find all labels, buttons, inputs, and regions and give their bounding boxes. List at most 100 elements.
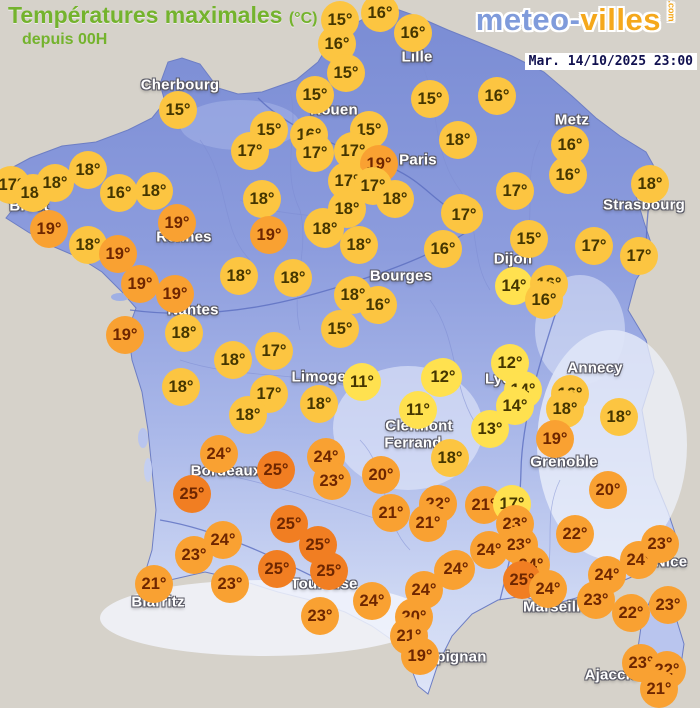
temp-bubble: 17° bbox=[231, 132, 269, 170]
temp-bubble: 15° bbox=[159, 91, 197, 129]
temp-bubble: 22° bbox=[556, 515, 594, 553]
timestamp-badge: Mar. 14/10/2025 23:00 bbox=[524, 53, 697, 70]
logo-tld: .com bbox=[666, 0, 677, 22]
temp-bubble: 18° bbox=[631, 165, 669, 203]
temp-bubble: 25° bbox=[310, 552, 348, 590]
temp-bubble: 18° bbox=[214, 341, 252, 379]
temp-bubble: 18° bbox=[229, 396, 267, 434]
temp-bubble: 18° bbox=[69, 226, 107, 264]
temp-bubble: 19° bbox=[106, 316, 144, 354]
temp-bubble: 20° bbox=[362, 456, 400, 494]
temp-bubble: 16° bbox=[100, 174, 138, 212]
temp-bubble: 17° bbox=[496, 172, 534, 210]
temp-bubble: 18° bbox=[431, 439, 469, 477]
temp-bubble: 16° bbox=[549, 156, 587, 194]
temp-bubble: 19° bbox=[250, 216, 288, 254]
temp-bubble: 25° bbox=[257, 451, 295, 489]
temp-bubble: 18° bbox=[340, 226, 378, 264]
city-label-ferrand: Ferrand bbox=[384, 434, 442, 452]
temp-bubble: 18° bbox=[165, 314, 203, 352]
temp-bubble: 16° bbox=[394, 14, 432, 52]
temp-bubble: 18° bbox=[243, 180, 281, 218]
temp-bubble: 24° bbox=[200, 435, 238, 473]
city-label-limoges: Limoges bbox=[291, 368, 355, 386]
temp-bubble: 16° bbox=[478, 77, 516, 115]
temp-bubble: 19° bbox=[158, 204, 196, 242]
temp-bubble: 18° bbox=[300, 385, 338, 423]
city-label-metz: Metz bbox=[554, 111, 590, 129]
temp-bubble: 17° bbox=[575, 227, 613, 265]
page-subtitle: depuis 00H bbox=[22, 31, 108, 48]
temp-bubble: 24° bbox=[470, 531, 508, 569]
temp-bubble: 18° bbox=[69, 151, 107, 189]
temp-bubble: 18° bbox=[546, 390, 584, 428]
title-block: Températures maximales (°C) depuis 00H bbox=[8, 2, 317, 49]
temp-bubble: 20° bbox=[589, 471, 627, 509]
temp-bubble: 18° bbox=[376, 180, 414, 218]
temp-bubble: 11° bbox=[343, 363, 381, 401]
pyrenees-relief bbox=[100, 580, 430, 656]
title-unit: (°C) bbox=[288, 10, 318, 27]
temp-bubble: 15° bbox=[411, 80, 449, 118]
temp-bubble: 21° bbox=[390, 617, 428, 655]
logo-orange-part: villes bbox=[580, 2, 661, 37]
temp-bubble: 15° bbox=[250, 111, 288, 149]
temp-bubble: 25° bbox=[270, 505, 308, 543]
temp-bubble: 19° bbox=[401, 637, 439, 675]
temp-bubble: 18° bbox=[135, 172, 173, 210]
meteo-villes-logo[interactable]: meteo-villes .com bbox=[475, 0, 682, 38]
temp-bubble: 17° bbox=[296, 134, 334, 172]
temp-bubble: 16° bbox=[525, 281, 563, 319]
island-shape bbox=[144, 458, 152, 482]
temp-bubble: 23° bbox=[313, 462, 351, 500]
temp-bubble: 12° bbox=[424, 358, 462, 396]
temp-bubble: 19° bbox=[99, 235, 137, 273]
temp-bubble: 18° bbox=[328, 190, 366, 228]
temp-bubble: 21° bbox=[640, 670, 678, 708]
island-shape bbox=[138, 428, 148, 448]
temp-bubble: 23° bbox=[649, 586, 687, 624]
page-title: Températures maximales (°C) bbox=[8, 2, 317, 29]
temp-bubble: 21° bbox=[372, 494, 410, 532]
temp-bubble: 15° bbox=[321, 310, 359, 348]
temp-bubble: 18° bbox=[220, 257, 258, 295]
temp-bubble: 17° bbox=[620, 237, 658, 275]
temp-bubble: 17° bbox=[255, 332, 293, 370]
temp-bubble: 11° bbox=[399, 391, 437, 429]
city-label-strasbourg: Strasbourg bbox=[602, 196, 686, 214]
temp-bubble: 24° bbox=[437, 550, 475, 588]
temp-bubble: 25° bbox=[258, 550, 296, 588]
temp-bubble: 23° bbox=[175, 536, 213, 574]
temp-bubble: 18° bbox=[162, 368, 200, 406]
temp-bubble: 22° bbox=[612, 594, 650, 632]
temp-bubble: 23° bbox=[577, 581, 615, 619]
temp-bubble: 16° bbox=[424, 230, 462, 268]
temp-bubble: 18° bbox=[600, 398, 638, 436]
temp-bubble: 13° bbox=[471, 410, 509, 448]
temp-bubble: 24° bbox=[529, 570, 567, 608]
temp-bubble: 16° bbox=[359, 286, 397, 324]
temp-bubble: 24° bbox=[353, 582, 391, 620]
temp-bubble: 15° bbox=[296, 76, 334, 114]
temp-bubble: 19° bbox=[156, 275, 194, 313]
temp-bubble: 17° bbox=[445, 196, 483, 234]
title-text: Températures maximales bbox=[8, 2, 283, 28]
temp-bubble: 25° bbox=[173, 475, 211, 513]
temp-bubble: 19° bbox=[536, 420, 574, 458]
city-label-lille: Lille bbox=[401, 48, 433, 66]
temp-bubble: 16° bbox=[361, 0, 399, 32]
temp-bubble: 15° bbox=[327, 54, 365, 92]
city-label-grenoble: Grenoble bbox=[530, 453, 598, 471]
temp-bubble: 23° bbox=[641, 525, 679, 563]
temp-bubble: 18° bbox=[439, 121, 477, 159]
temp-bubble: 18° bbox=[274, 259, 312, 297]
temp-bubble: 14° bbox=[496, 387, 534, 425]
temp-bubble: 23° bbox=[301, 597, 339, 635]
temp-bubble: 21° bbox=[409, 504, 447, 542]
temp-bubble: 18° bbox=[36, 164, 74, 202]
logo-blue-part: meteo- bbox=[475, 2, 581, 37]
city-label-cherbourg: Cherbourg bbox=[140, 76, 220, 94]
city-label-paris: Paris bbox=[399, 151, 437, 169]
temp-bubble: 15° bbox=[510, 220, 548, 258]
